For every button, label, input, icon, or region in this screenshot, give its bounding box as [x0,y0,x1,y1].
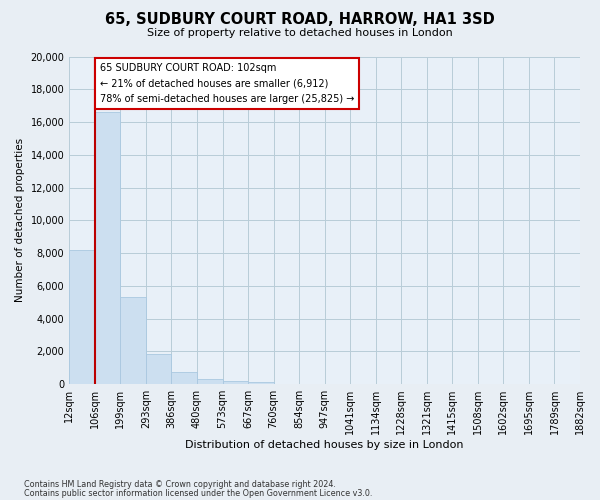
Bar [95,112,121,384]
Bar [172,372,197,384]
Y-axis label: Number of detached properties: Number of detached properties [15,138,25,302]
Text: Size of property relative to detached houses in London: Size of property relative to detached ho… [147,28,453,38]
Text: Contains public sector information licensed under the Open Government Licence v3: Contains public sector information licen… [24,489,373,498]
Bar [248,382,274,384]
Bar [146,354,172,384]
Text: 65, SUDBURY COURT ROAD, HARROW, HA1 3SD: 65, SUDBURY COURT ROAD, HARROW, HA1 3SD [105,12,495,28]
Bar [223,381,248,384]
Text: 65 SUDBURY COURT ROAD: 102sqm
← 21% of detached houses are smaller (6,912)
78% o: 65 SUDBURY COURT ROAD: 102sqm ← 21% of d… [100,63,355,104]
Bar [69,250,95,384]
X-axis label: Distribution of detached houses by size in London: Distribution of detached houses by size … [185,440,464,450]
Bar [121,298,146,384]
Text: Contains HM Land Registry data © Crown copyright and database right 2024.: Contains HM Land Registry data © Crown c… [24,480,336,489]
Bar [197,380,223,384]
